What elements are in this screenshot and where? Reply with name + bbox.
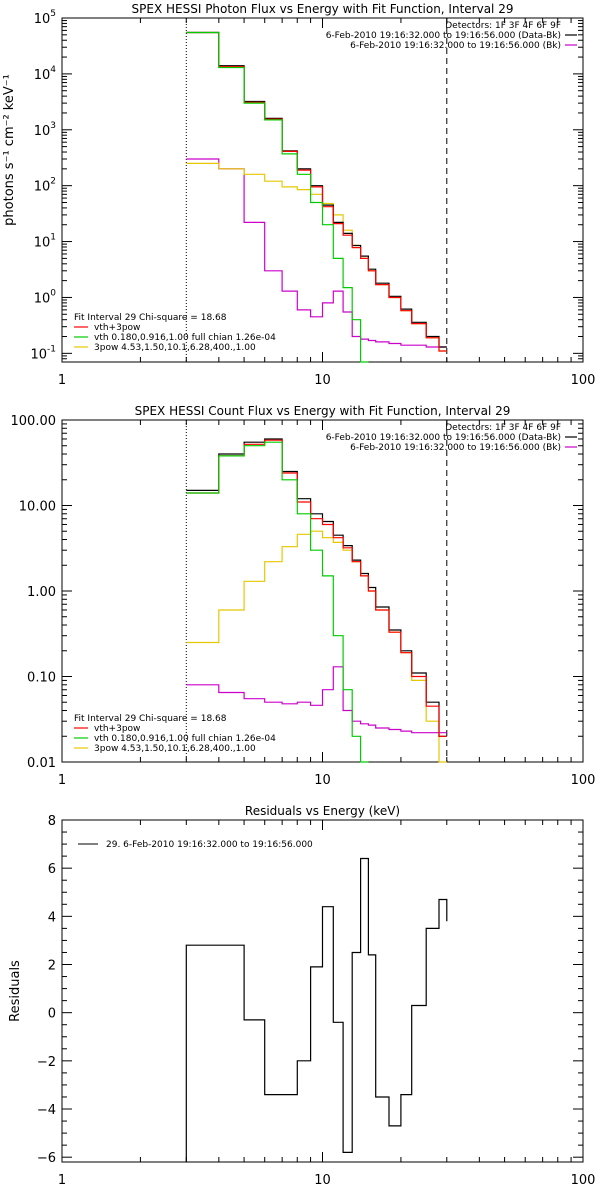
- info-line: Detectors: 1F 3F 4F 6F 9F: [445, 21, 561, 31]
- fit-label: vth 0.180,0.916,1.00 full chian 1.26e-04: [94, 734, 276, 744]
- info-legend: Detectors: 1F 3F 4F 6F 9F6-Feb-2010 19:1…: [326, 21, 577, 51]
- y-axis-ticks: [62, 820, 583, 1157]
- y-tick-label: −2: [37, 1055, 56, 1070]
- fit-legend: Fit Interval 29 Chi-square = 18.68vth+3p…: [74, 313, 276, 353]
- fit-header: Fit Interval 29 Chi-square = 18.68: [74, 714, 227, 724]
- y-tick-label: 100.00: [11, 414, 57, 429]
- chart-panel-2: SPEX HESSI Count Flux vs Energy with Fit…: [11, 404, 596, 788]
- fit-label: 3pow 4.53,1.50,10.1,6.28,400.,1.00: [94, 343, 256, 353]
- chart-title: Residuals vs Energy (keV): [245, 804, 400, 818]
- y-tick-label: 100: [34, 288, 57, 306]
- y-tick-label: 1.00: [27, 585, 56, 600]
- info-line: Detectors: 1F 3F 4F 6F 9F: [445, 423, 561, 433]
- x-axis-ticks: [62, 18, 571, 362]
- fit-label: 3pow 4.53,1.50,10.1,6.28,400.,1.00: [94, 744, 256, 754]
- y-tick-label: 103: [34, 121, 56, 139]
- y-axis-label: photons s⁻¹ cm⁻² keV⁻¹: [2, 74, 17, 226]
- fit-label: vth 0.180,0.916,1.00 full chian 1.26e-04: [94, 333, 276, 343]
- legend-label: 29. 6-Feb-2010 19:16:32.000 to 19:16:56.…: [106, 840, 313, 850]
- series-vth-3pow: [186, 440, 447, 736]
- y-tick-label: 105: [34, 9, 56, 27]
- y-tick-label: 4: [48, 910, 56, 925]
- y-axis-label: Residuals: [8, 960, 23, 1022]
- series-3pow: [186, 531, 447, 762]
- y-tick-label: 0.01: [27, 756, 56, 771]
- y-tick-label: 0.10: [27, 671, 56, 686]
- y-tick-label: 10.00: [19, 500, 56, 515]
- x-tick-label: 1: [58, 773, 66, 788]
- chart-title: SPEX HESSI Photon Flux vs Energy with Fi…: [132, 2, 514, 16]
- y-tick-label: −4: [37, 1103, 56, 1118]
- fit-label: vth+3pow: [94, 323, 140, 333]
- chart-panel-1: SPEX HESSI Photon Flux vs Energy with Fi…: [2, 2, 595, 388]
- y-tick-label: 8: [48, 814, 56, 829]
- fit-legend: Fit Interval 29 Chi-square = 18.68vth+3p…: [74, 714, 276, 754]
- y-tick-label: 10-1: [30, 344, 56, 362]
- info-line: 6-Feb-2010 19:16:32.000 to 19:16:56.000 …: [350, 443, 561, 453]
- fit-label: vth+3pow: [94, 724, 140, 734]
- x-tick-label: 10: [314, 1173, 331, 1188]
- series-data-bk: [186, 439, 447, 736]
- x-tick-label: 10: [314, 773, 331, 788]
- x-tick-label: 100: [571, 1173, 596, 1188]
- series-vth-3pow: [186, 33, 447, 352]
- x-tick-label: 10: [314, 373, 331, 388]
- chart-panel-3: Residuals vs Energy (keV) 1 10 100 −6 −4 −2 0 2 4…: [8, 804, 595, 1188]
- series-29-: [186, 859, 447, 1163]
- y-tick-label: 6: [48, 862, 56, 877]
- x-tick-label: 1: [58, 1173, 66, 1188]
- x-tick-label: 1: [58, 373, 66, 388]
- y-tick-label: 101: [34, 233, 56, 251]
- series-data-bk: [186, 33, 447, 348]
- chart-title: SPEX HESSI Count Flux vs Energy with Fit…: [135, 404, 511, 418]
- info-line: 6-Feb-2010 19:16:32.000 to 19:16:56.000 …: [326, 31, 561, 41]
- y-tick-label: 102: [34, 177, 56, 195]
- y-tick-label: −6: [37, 1151, 56, 1166]
- x-axis-ticks: [62, 820, 571, 1162]
- plot-frame: [62, 420, 583, 762]
- x-axis-ticks: [62, 420, 571, 762]
- fit-header: Fit Interval 29 Chi-square = 18.68: [74, 313, 227, 323]
- spex-hessi-figure: SPEX HESSI Photon Flux vs Energy with Fi…: [0, 0, 600, 1200]
- y-tick-label: 104: [34, 65, 57, 83]
- y-tick-label: 0: [48, 1007, 56, 1022]
- y-axis-ticks: [62, 420, 583, 762]
- x-tick-label: 100: [571, 773, 596, 788]
- x-tick-label: 100: [571, 373, 596, 388]
- residual-legend: 29. 6-Feb-2010 19:16:32.000 to 19:16:56.…: [78, 840, 313, 850]
- info-legend: Detectors: 1F 3F 4F 6F 9F6-Feb-2010 19:1…: [326, 423, 577, 453]
- plot-frame: [62, 820, 583, 1162]
- y-tick-label: 2: [48, 959, 56, 974]
- info-line: 6-Feb-2010 19:16:32.000 to 19:16:56.000 …: [326, 433, 561, 443]
- info-line: 6-Feb-2010 19:16:32.000 to 19:16:56.000 …: [350, 41, 561, 51]
